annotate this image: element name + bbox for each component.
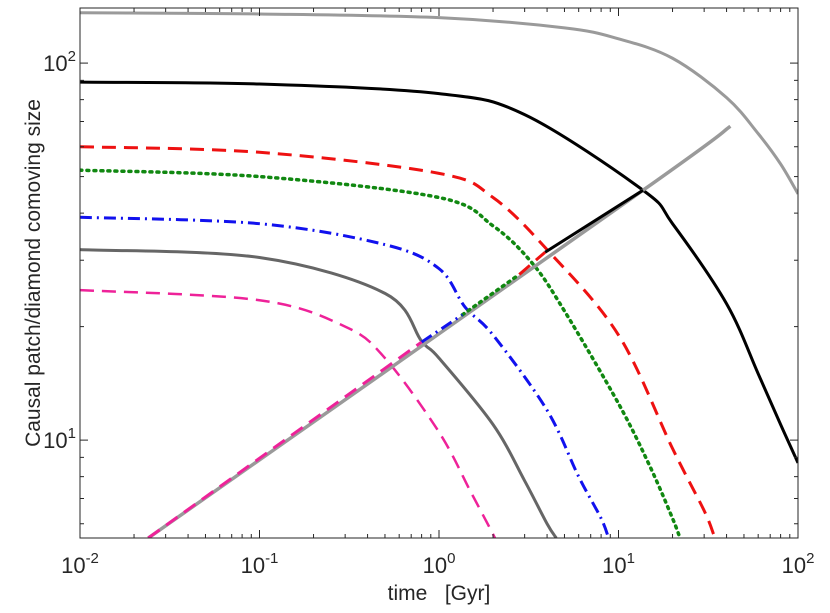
series-line-1 <box>80 11 798 195</box>
y-tick-label: 101 <box>43 425 76 453</box>
series-layer <box>80 11 798 538</box>
x-tick-label: 102 <box>782 550 815 578</box>
x-tick-label: 10-2 <box>61 550 99 578</box>
series-line-6 <box>80 248 558 538</box>
series-line-4 <box>80 168 682 538</box>
series-line-11 <box>460 272 522 317</box>
series-line-3 <box>80 145 717 538</box>
x-tick-label: 10-1 <box>241 550 279 578</box>
x-axis-label: time [Gyr] <box>388 582 491 605</box>
series-line-12 <box>420 313 464 344</box>
plot-area <box>80 8 798 538</box>
axes-frame <box>79 7 799 539</box>
series-line-5 <box>80 215 610 538</box>
x-tick-label: 101 <box>602 550 635 578</box>
series-line-10 <box>518 251 547 276</box>
series-line-9 <box>544 188 644 254</box>
axes-layer <box>79 7 799 539</box>
y-axis-label: Causal patch/diamond comoving size <box>22 99 45 447</box>
x-tick-label: 100 <box>423 550 456 578</box>
y-tick-label: 102 <box>43 48 76 76</box>
tick-labels: 10-2 10-1 100 101 102 101 102 <box>43 48 814 578</box>
series-line-2 <box>80 80 798 464</box>
series-line-13 <box>147 340 423 538</box>
